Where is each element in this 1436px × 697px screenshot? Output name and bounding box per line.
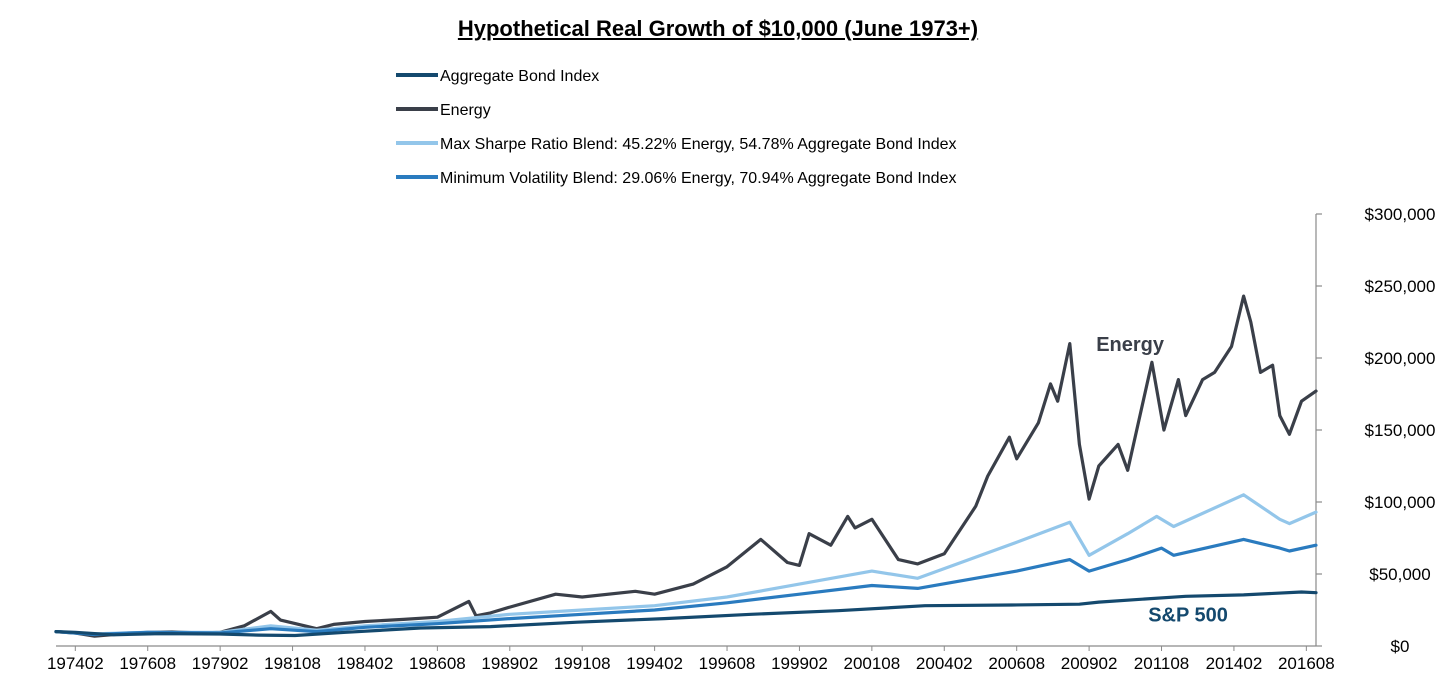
x-tick-label: 197902 bbox=[192, 654, 249, 673]
legend-label: Minimum Volatility Blend: 29.06% Energy,… bbox=[440, 170, 956, 187]
x-tick-label: 199402 bbox=[626, 654, 683, 673]
series-annotation: S&P 500 bbox=[1148, 605, 1228, 627]
y-tick-label: $150,000 bbox=[1365, 421, 1436, 440]
axes: $0 $50,000 $100,000 $150,000 $200,000 $250,00… bbox=[47, 205, 1436, 673]
chart-title: Hypothetical Real Growth of $10,000 (Jun… bbox=[457, 16, 979, 41]
legend-label: Aggregate Bond Index bbox=[440, 68, 599, 85]
legend-label: Energy bbox=[440, 102, 491, 119]
series-line bbox=[54, 294, 1318, 638]
y-tick-label: $50,000 bbox=[1369, 565, 1430, 584]
y-tick-label: $250,000 bbox=[1365, 277, 1436, 296]
series-line bbox=[54, 590, 1318, 638]
x-tick-label: 198608 bbox=[409, 654, 466, 673]
x-tick-label: 201402 bbox=[1206, 654, 1263, 673]
legend: Aggregate Bond Index Energy Max Sharpe Rat… bbox=[396, 68, 957, 187]
x-tick-label: 200402 bbox=[916, 654, 973, 673]
x-tick-label: 198902 bbox=[481, 654, 538, 673]
series-line bbox=[54, 537, 1318, 637]
x-tick-label: 199608 bbox=[699, 654, 756, 673]
x-tick-label: 198402 bbox=[337, 654, 394, 673]
annotations: Energy S&P 500 bbox=[1096, 334, 1228, 627]
x-tick-label: 200108 bbox=[843, 654, 900, 673]
series-line bbox=[54, 493, 1318, 636]
x-tick-label: 201608 bbox=[1278, 654, 1335, 673]
x-tick-label: 197402 bbox=[47, 654, 104, 673]
legend-label: Max Sharpe Ratio Blend: 45.22% Energy, 5… bbox=[440, 136, 957, 153]
x-tick-label: 197608 bbox=[119, 654, 176, 673]
y-tick-label: $100,000 bbox=[1365, 493, 1436, 512]
x-tick-label: 201108 bbox=[1134, 654, 1189, 673]
series-annotation: Energy bbox=[1096, 334, 1165, 356]
x-tick-label: 199108 bbox=[554, 654, 611, 673]
x-tick-label: 200902 bbox=[1061, 654, 1118, 673]
x-tick-label: 198108 bbox=[264, 654, 321, 673]
y-tick-label: $300,000 bbox=[1365, 205, 1436, 224]
series-lines bbox=[54, 294, 1318, 638]
x-tick-label: 199902 bbox=[771, 654, 828, 673]
y-tick-label: $0 bbox=[1391, 637, 1410, 656]
x-tick-label: 200608 bbox=[988, 654, 1045, 673]
y-tick-label: $200,000 bbox=[1365, 349, 1436, 368]
